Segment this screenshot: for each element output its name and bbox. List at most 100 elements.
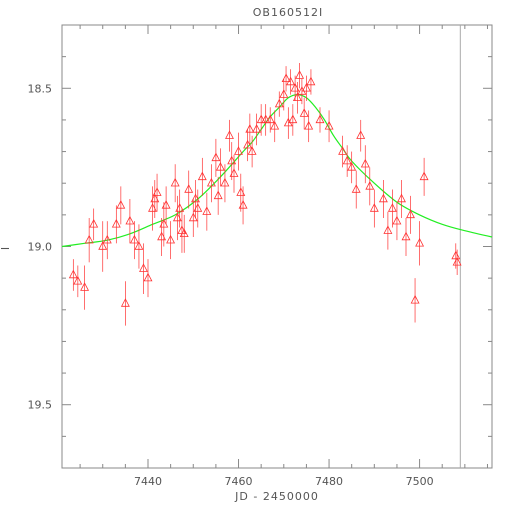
data-point-triangle bbox=[378, 193, 388, 203]
data-point-triangle bbox=[166, 234, 176, 244]
data-point-triangle bbox=[175, 203, 185, 212]
data-point-triangle bbox=[220, 177, 230, 187]
x-tick-label: 7480 bbox=[315, 475, 343, 488]
model-curve-group bbox=[61, 93, 493, 248]
data-point-triangle bbox=[338, 146, 348, 155]
data-point-triangle bbox=[80, 282, 90, 291]
x-tick-label: 7440 bbox=[134, 475, 162, 488]
x-tick-label: 7500 bbox=[406, 475, 434, 488]
data-point-triangle bbox=[347, 162, 357, 171]
data-point-triangle bbox=[215, 162, 225, 171]
data-point-triangle bbox=[283, 117, 293, 127]
data-point-triangle bbox=[286, 76, 296, 86]
data-point-triangle bbox=[279, 89, 289, 98]
data-point-triangle bbox=[148, 203, 157, 212]
data-point-triangle bbox=[270, 120, 280, 130]
data-point-triangle bbox=[134, 241, 144, 250]
data-point-triangle bbox=[265, 114, 275, 124]
data-point-triangle bbox=[161, 200, 171, 209]
data-point-triangle bbox=[202, 206, 212, 215]
data-point-triangle bbox=[315, 114, 325, 124]
data-point-triangle bbox=[369, 203, 379, 212]
y-tick-label: 18.5 bbox=[28, 82, 53, 95]
data-point-triangle bbox=[139, 263, 148, 272]
data-point-triangle bbox=[184, 184, 194, 193]
y-axis-label: I bbox=[0, 246, 12, 250]
y-tick-labels: 18.5 19.0 19.5 bbox=[28, 82, 53, 411]
data-point-triangle bbox=[281, 73, 291, 82]
data-point-triangle bbox=[290, 82, 300, 92]
data-point-triangle bbox=[324, 120, 334, 130]
data-point-triangle bbox=[410, 294, 420, 304]
data-points-group bbox=[68, 62, 462, 326]
tick-marks bbox=[62, 24, 492, 469]
data-point-triangle bbox=[288, 114, 298, 124]
data-point-triangle bbox=[247, 146, 257, 155]
x-axis-label: JD - 2450000 bbox=[234, 490, 319, 503]
data-point-triangle bbox=[451, 250, 461, 260]
data-point-triangle bbox=[304, 120, 314, 130]
data-point-triangle bbox=[143, 272, 153, 282]
data-point-triangle bbox=[299, 108, 309, 117]
data-point-triangle bbox=[452, 256, 462, 266]
data-point-triangle bbox=[206, 177, 216, 187]
data-point-triangle bbox=[170, 177, 180, 187]
data-point-triangle bbox=[213, 190, 223, 200]
data-point-triangle bbox=[84, 234, 94, 244]
data-point-triangle bbox=[102, 234, 112, 244]
data-point-triangle bbox=[383, 225, 393, 234]
y-tick-label: 19.0 bbox=[28, 241, 53, 254]
x-tick-labels: 7440 7460 7480 7500 bbox=[134, 475, 434, 488]
model-curve bbox=[61, 93, 493, 248]
data-point-triangle bbox=[401, 231, 411, 241]
data-point-triangle bbox=[415, 237, 425, 247]
data-point-triangle bbox=[116, 200, 126, 209]
data-point-triangle bbox=[111, 218, 121, 228]
data-point-triangle bbox=[295, 70, 305, 79]
data-point-triangle bbox=[238, 200, 248, 209]
data-point-triangle bbox=[274, 98, 284, 108]
data-point-triangle bbox=[252, 124, 262, 133]
data-point-triangle bbox=[351, 184, 361, 193]
data-point-triangle bbox=[179, 228, 189, 238]
data-point-triangle bbox=[129, 234, 139, 244]
data-point-triangle bbox=[397, 193, 406, 203]
data-point-triangle bbox=[342, 155, 352, 165]
x-tick-label: 7460 bbox=[225, 475, 253, 488]
data-point-triangle bbox=[261, 114, 271, 124]
data-point-triangle bbox=[419, 171, 429, 181]
data-point-triangle bbox=[229, 168, 239, 177]
data-point-triangle bbox=[197, 171, 207, 181]
data-point-triangle bbox=[292, 92, 302, 101]
data-point-triangle bbox=[152, 187, 162, 196]
data-point-triangle bbox=[125, 215, 135, 225]
data-point-triangle bbox=[256, 114, 266, 124]
data-point-triangle bbox=[159, 218, 169, 228]
data-point-triangle bbox=[191, 193, 200, 203]
data-point-triangle bbox=[360, 158, 370, 168]
data-point-triangle bbox=[301, 82, 311, 92]
data-point-triangle bbox=[306, 76, 316, 86]
y-tick-label: 19.5 bbox=[28, 399, 53, 412]
data-point-triangle bbox=[392, 215, 402, 225]
data-point-triangle bbox=[225, 130, 234, 139]
data-point-triangle bbox=[356, 130, 366, 139]
data-point-triangle bbox=[98, 241, 108, 250]
data-point-triangle bbox=[297, 86, 307, 95]
data-point-triangle bbox=[89, 218, 99, 228]
data-point-triangle bbox=[406, 209, 415, 219]
data-point-triangle bbox=[245, 124, 255, 133]
data-point-triangle bbox=[68, 269, 78, 279]
data-point-triangle bbox=[120, 298, 130, 307]
data-point-triangle bbox=[234, 146, 243, 155]
data-point-triangle bbox=[227, 155, 237, 165]
data-point-triangle bbox=[211, 152, 221, 162]
data-point-triangle bbox=[193, 203, 203, 212]
data-point-triangle bbox=[73, 275, 83, 285]
chart-title: OB160512I bbox=[253, 6, 323, 19]
data-point-triangle bbox=[236, 187, 246, 196]
data-point-triangle bbox=[150, 193, 160, 203]
data-point-triangle bbox=[172, 212, 182, 222]
data-point-triangle bbox=[387, 203, 397, 212]
